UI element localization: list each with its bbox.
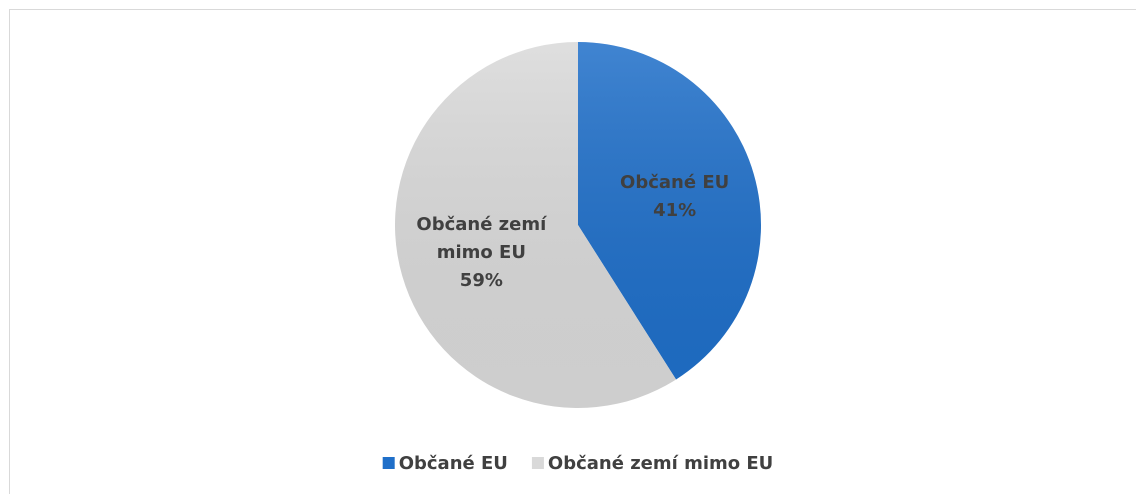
slice-shade xyxy=(578,42,761,380)
legend: Občané EU Občané zemí mimo EU xyxy=(382,453,773,474)
data-label-name: Občané EU xyxy=(620,172,729,193)
chart-frame xyxy=(9,9,1136,494)
slice-shade xyxy=(394,42,677,408)
legend-item: Občané EU xyxy=(382,453,508,474)
legend-swatch xyxy=(382,457,395,469)
pie xyxy=(394,42,761,408)
data-label-value: 41% xyxy=(653,200,696,221)
legend-label: Občané zemí mimo EU xyxy=(548,453,773,474)
legend-swatch xyxy=(531,457,544,469)
legend-item: Občané zemí mimo EU xyxy=(531,453,773,474)
legend-label: Občané EU xyxy=(399,453,508,474)
data-labels: Občané EU 41% Občané zemí mimo EU 59% xyxy=(416,172,729,291)
data-label-name: Občané zemí mimo EU xyxy=(416,214,547,263)
data-label-value: 59% xyxy=(460,270,503,291)
